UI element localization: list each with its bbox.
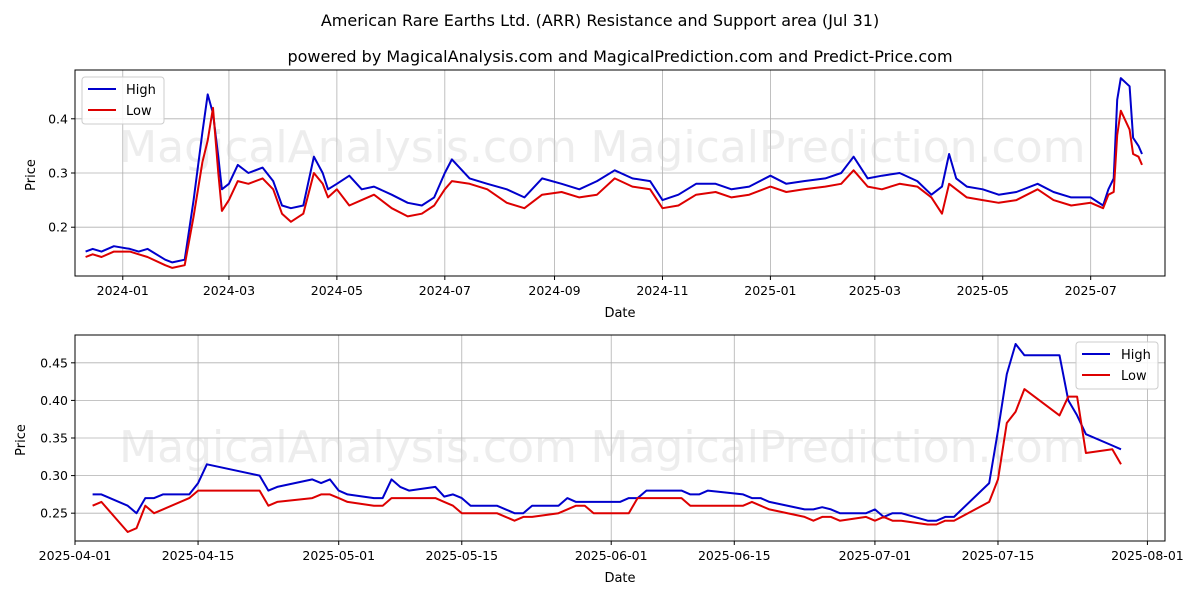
chart-title: American Rare Earths Ltd. (ARR) Resistan… (321, 11, 879, 30)
top-x-tick-label: 2024-11 (636, 283, 688, 298)
watermark-analysis-2: MagicalAnalysis.com (119, 422, 577, 473)
bottom-x-tick-label: 2025-05-15 (425, 548, 498, 563)
bottom-x-tick-label: 2025-06-01 (575, 548, 648, 563)
watermark-prediction: MagicalPrediction.com (591, 122, 1086, 173)
bottom-x-tick-label: 2025-04-01 (39, 548, 112, 563)
chart-subtitle: powered by MagicalAnalysis.com and Magic… (287, 47, 952, 66)
top-x-ticks: 2024-01 2024-03 2024-05 2024-07 2024-09 2024-… (97, 276, 1117, 298)
bottom-series-high (92, 343, 1122, 522)
bottom-x-tick-label: 2025-04-15 (162, 548, 235, 563)
top-x-tick-label: 2024-05 (311, 283, 363, 298)
bottom-chart: MagicalAnalysis.com MagicalPrediction.co… (14, 334, 1184, 586)
top-series (85, 77, 1143, 269)
bottom-x-tick-label: 2025-07-01 (839, 548, 912, 563)
bottom-series (92, 343, 1122, 533)
top-y-tick-label: 0.3 (48, 166, 68, 181)
top-y-tick-label: 0.4 (48, 111, 68, 126)
bottom-watermark: MagicalAnalysis.com MagicalPrediction.co… (119, 422, 1085, 473)
bottom-series-low (92, 388, 1122, 533)
top-x-tick-label: 2025-01 (744, 283, 796, 298)
top-watermark: MagicalAnalysis.com MagicalPrediction.co… (119, 122, 1085, 173)
watermark-analysis: MagicalAnalysis.com (119, 122, 577, 173)
bottom-y-tick-label: 0.30 (40, 468, 68, 483)
top-y-tick-label: 0.2 (48, 220, 68, 235)
top-x-tick-label: 2025-05 (957, 283, 1009, 298)
top-x-tick-label: 2024-03 (203, 283, 255, 298)
top-chart: MagicalAnalysis.com MagicalPrediction.co… (24, 69, 1166, 321)
watermark-prediction-2: MagicalPrediction.com (591, 422, 1086, 473)
bottom-x-tick-label: 2025-07-15 (962, 548, 1035, 563)
bottom-x-ticks: 2025-04-01 2025-04-15 2025-05-01 2025-05-15… (39, 541, 1184, 563)
top-series-low (85, 106, 1143, 269)
top-legend: High Low (81, 76, 165, 125)
bottom-x-tick-label: 2025-08-01 (1111, 548, 1184, 563)
top-y-ticks: 0.2 0.3 0.4 (48, 111, 75, 235)
top-y-axis-label: Price (24, 159, 39, 191)
bottom-legend-high-label: High (1121, 348, 1151, 363)
bottom-x-tick-label: 2025-06-15 (698, 548, 771, 563)
top-x-axis-label: Date (604, 306, 635, 321)
top-legend-low-label: Low (126, 104, 152, 119)
top-legend-high-label: High (126, 83, 156, 98)
bottom-y-axis-label: Price (14, 424, 29, 456)
bottom-y-tick-label: 0.45 (40, 355, 68, 370)
bottom-x-axis-label: Date (604, 571, 635, 586)
top-grid (75, 70, 1165, 276)
bottom-y-tick-label: 0.25 (40, 506, 68, 521)
bottom-legend: High Low (1075, 341, 1159, 390)
top-x-tick-label: 2024-07 (419, 283, 471, 298)
top-x-tick-label: 2025-03 (849, 283, 901, 298)
bottom-x-tick-label: 2025-05-01 (302, 548, 375, 563)
top-series-high (85, 77, 1143, 264)
top-x-tick-label: 2024-01 (97, 283, 149, 298)
bottom-y-ticks: 0.25 0.30 0.35 0.40 0.45 (40, 355, 75, 521)
top-x-tick-label: 2024-09 (528, 283, 580, 298)
bottom-legend-low-label: Low (1121, 369, 1147, 384)
top-x-tick-label: 2025-07 (1065, 283, 1117, 298)
bottom-y-tick-label: 0.40 (40, 393, 68, 408)
bottom-y-tick-label: 0.35 (40, 431, 68, 446)
